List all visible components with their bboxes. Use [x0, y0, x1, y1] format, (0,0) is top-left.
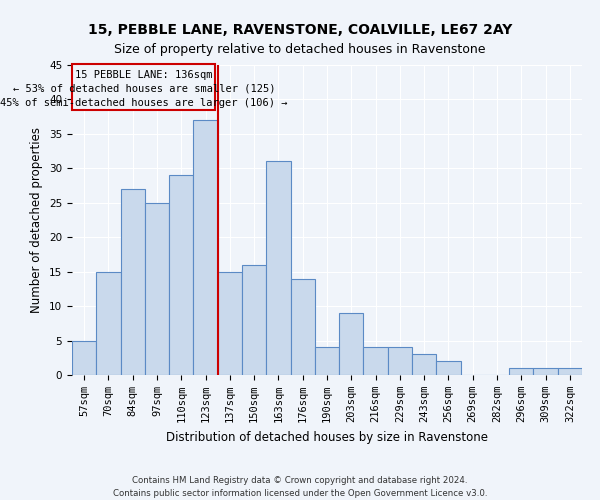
- FancyBboxPatch shape: [73, 64, 215, 110]
- Text: Contains HM Land Registry data © Crown copyright and database right 2024.
Contai: Contains HM Land Registry data © Crown c…: [113, 476, 487, 498]
- Y-axis label: Number of detached properties: Number of detached properties: [31, 127, 43, 313]
- Bar: [72, 340, 96, 375]
- Bar: [242, 265, 266, 375]
- Bar: [266, 162, 290, 375]
- Bar: [339, 313, 364, 375]
- Bar: [388, 348, 412, 375]
- Bar: [364, 348, 388, 375]
- Text: 15, PEBBLE LANE, RAVENSTONE, COALVILLE, LE67 2AY: 15, PEBBLE LANE, RAVENSTONE, COALVILLE, …: [88, 22, 512, 36]
- X-axis label: Distribution of detached houses by size in Ravenstone: Distribution of detached houses by size …: [166, 430, 488, 444]
- Bar: [193, 120, 218, 375]
- Bar: [436, 361, 461, 375]
- Bar: [121, 189, 145, 375]
- Bar: [558, 368, 582, 375]
- Text: 45% of semi-detached houses are larger (106) →: 45% of semi-detached houses are larger (…: [0, 98, 287, 108]
- Text: ← 53% of detached houses are smaller (125): ← 53% of detached houses are smaller (12…: [13, 84, 275, 94]
- Bar: [290, 278, 315, 375]
- Bar: [169, 175, 193, 375]
- Text: Size of property relative to detached houses in Ravenstone: Size of property relative to detached ho…: [114, 42, 486, 56]
- Bar: [96, 272, 121, 375]
- Bar: [315, 348, 339, 375]
- Bar: [145, 203, 169, 375]
- Bar: [412, 354, 436, 375]
- Bar: [218, 272, 242, 375]
- Text: 15 PEBBLE LANE: 136sqm: 15 PEBBLE LANE: 136sqm: [75, 70, 212, 80]
- Bar: [509, 368, 533, 375]
- Bar: [533, 368, 558, 375]
